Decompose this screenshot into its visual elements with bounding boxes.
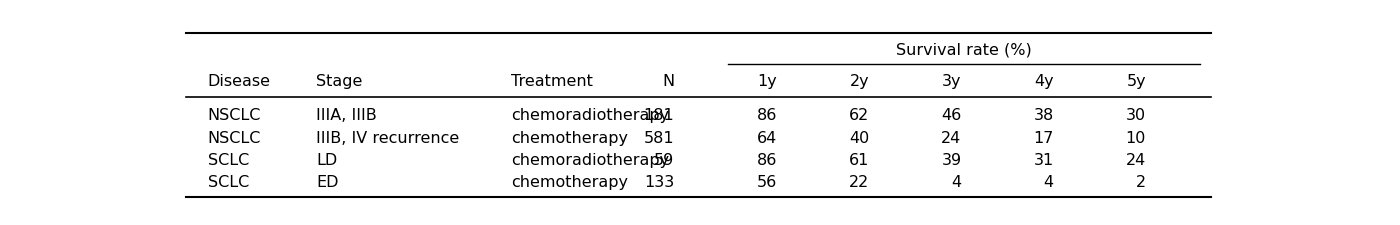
Text: Treatment: Treatment: [511, 73, 594, 88]
Text: 2y: 2y: [850, 73, 869, 88]
Text: 31: 31: [1033, 152, 1054, 167]
Text: ED: ED: [316, 175, 339, 189]
Text: 64: 64: [757, 130, 777, 145]
Text: chemotherapy: chemotherapy: [511, 130, 629, 145]
Text: LD: LD: [316, 152, 337, 167]
Text: chemotherapy: chemotherapy: [511, 175, 629, 189]
Text: Disease: Disease: [207, 73, 270, 88]
Text: Survival rate (%): Survival rate (%): [896, 42, 1032, 57]
Text: 24: 24: [941, 130, 962, 145]
Text: 2: 2: [1135, 175, 1147, 189]
Text: 22: 22: [850, 175, 869, 189]
Text: 17: 17: [1033, 130, 1054, 145]
Text: 10: 10: [1126, 130, 1147, 145]
Text: 62: 62: [850, 108, 869, 123]
Text: N: N: [662, 73, 675, 88]
Text: chemoradiotherapy: chemoradiotherapy: [511, 152, 669, 167]
Text: IIIA, IIIB: IIIA, IIIB: [316, 108, 377, 123]
Text: chemoradiotherapy: chemoradiotherapy: [511, 108, 669, 123]
Text: NSCLC: NSCLC: [207, 130, 260, 145]
Text: 56: 56: [757, 175, 777, 189]
Text: 4: 4: [952, 175, 962, 189]
Text: 5y: 5y: [1127, 73, 1147, 88]
Text: SCLC: SCLC: [207, 175, 249, 189]
Text: 46: 46: [941, 108, 962, 123]
Text: 3y: 3y: [942, 73, 962, 88]
Text: 61: 61: [848, 152, 869, 167]
Text: 40: 40: [850, 130, 869, 145]
Text: 1y: 1y: [757, 73, 777, 88]
Text: 4: 4: [1044, 175, 1054, 189]
Text: 39: 39: [941, 152, 962, 167]
Text: 38: 38: [1033, 108, 1054, 123]
Text: 59: 59: [654, 152, 675, 167]
Text: 86: 86: [757, 108, 777, 123]
Text: 4y: 4y: [1035, 73, 1054, 88]
Text: Stage: Stage: [316, 73, 363, 88]
Text: 86: 86: [757, 152, 777, 167]
Text: 181: 181: [644, 108, 675, 123]
Text: IIIB, IV recurrence: IIIB, IV recurrence: [316, 130, 459, 145]
Text: 581: 581: [644, 130, 675, 145]
Text: 30: 30: [1126, 108, 1147, 123]
Text: SCLC: SCLC: [207, 152, 249, 167]
Text: 24: 24: [1126, 152, 1147, 167]
Text: NSCLC: NSCLC: [207, 108, 260, 123]
Text: 133: 133: [644, 175, 675, 189]
